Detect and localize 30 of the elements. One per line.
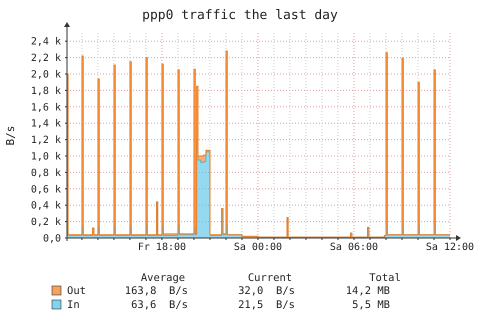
chart-title: ppp0 traffic the last day bbox=[142, 8, 338, 23]
text: 32,0 B/s bbox=[238, 285, 295, 297]
text: 21,5 B/s bbox=[238, 299, 295, 311]
y-tick-label: 0,2 k bbox=[30, 217, 61, 228]
legend-label: In bbox=[67, 299, 80, 311]
text: 5,5 MB bbox=[352, 299, 390, 311]
text: Average bbox=[140, 272, 186, 284]
y-tick-label: 1,6 k bbox=[30, 102, 61, 114]
x-tick-label: Sa 00:00 bbox=[234, 242, 282, 253]
y-tick-label: 0,0 bbox=[42, 234, 61, 244]
legend-label: Out bbox=[67, 285, 86, 297]
y-tick-label: 2,4 k bbox=[30, 36, 61, 48]
text: 14,2 MB bbox=[346, 285, 390, 297]
y-axis-title: B/s bbox=[4, 126, 17, 146]
y-tick-label: 1,0 k bbox=[30, 152, 61, 162]
x-tick-label: Sa 06:00 bbox=[330, 242, 378, 253]
y-tick-label: 1,2 k bbox=[30, 135, 61, 146]
text: 163,8 B/s bbox=[124, 285, 188, 297]
text: Current bbox=[248, 272, 292, 284]
y-tick-label: 2,2 k bbox=[30, 53, 61, 64]
y-tick-label: 1,4 k bbox=[30, 118, 61, 130]
text: Total bbox=[369, 272, 401, 284]
x-tick-label: Sa 12:00 bbox=[426, 242, 474, 253]
text: 63,6 B/s bbox=[131, 299, 188, 311]
y-tick-label: 1,8 k bbox=[30, 86, 61, 97]
y-tick-label: 0,6 k bbox=[30, 184, 61, 196]
y-tick-label: 0,4 k bbox=[30, 200, 61, 212]
x-tick-label: Fr 18:00 bbox=[138, 242, 186, 253]
y-tick-label: 0,8 k bbox=[30, 168, 61, 179]
y-tick-label: 2,0 k bbox=[30, 70, 61, 80]
